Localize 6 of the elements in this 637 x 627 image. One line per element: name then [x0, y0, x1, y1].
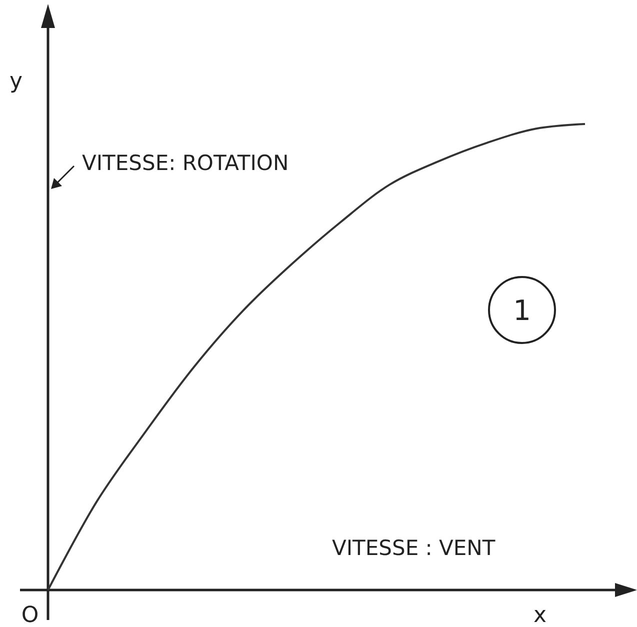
- x-axis-title: x: [533, 603, 547, 627]
- annotation: VITESSE : VENT: [332, 536, 496, 560]
- y-axis-title: y: [9, 69, 23, 94]
- text: O: [21, 603, 39, 627]
- annotation: VITESSE: ROTATION: [82, 151, 289, 175]
- annotation: 1: [513, 294, 531, 327]
